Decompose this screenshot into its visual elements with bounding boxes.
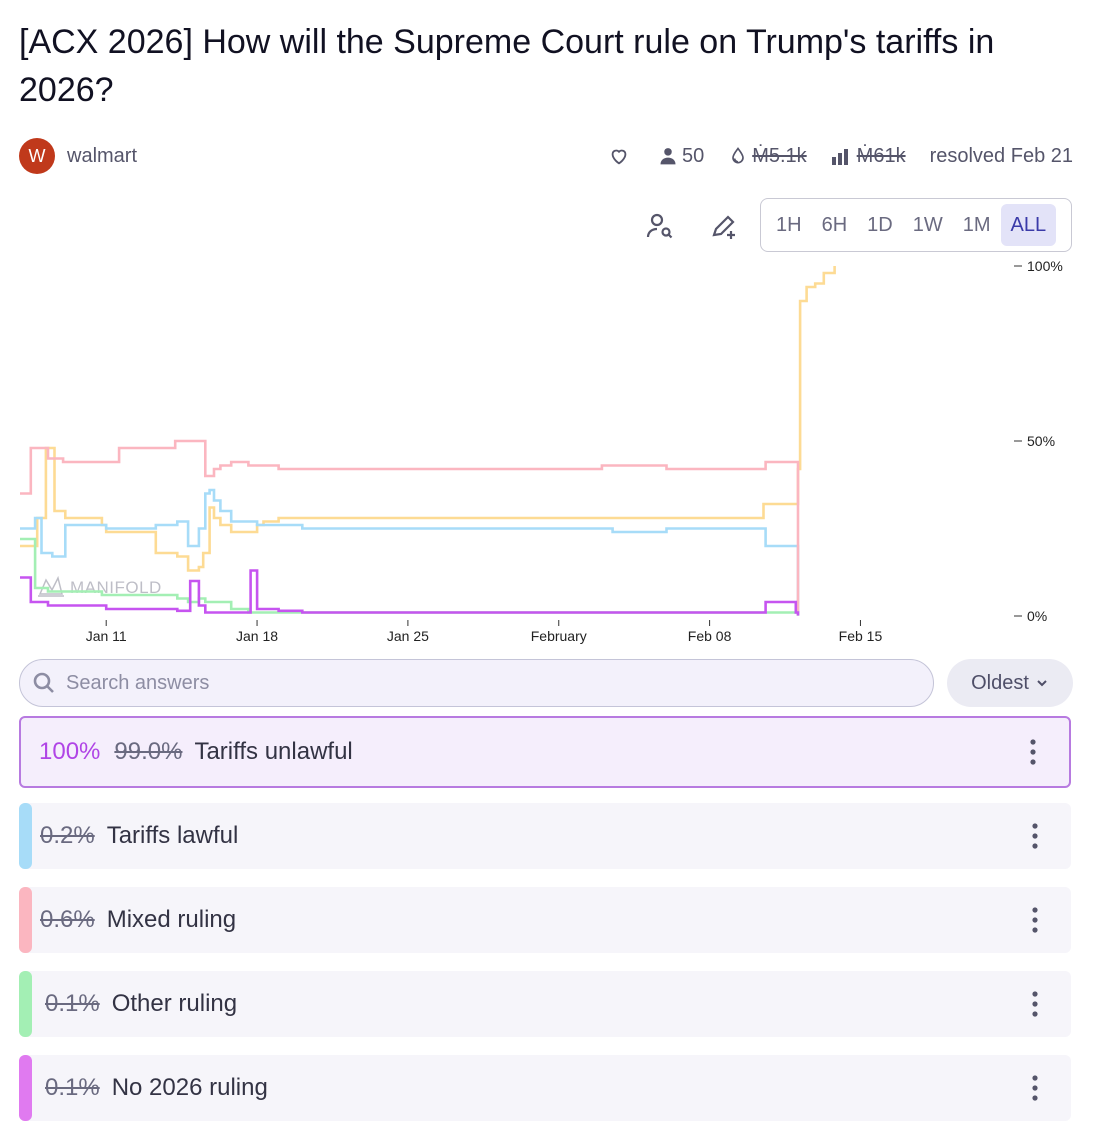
answer-menu-button[interactable] bbox=[1025, 821, 1045, 851]
like-button[interactable] bbox=[608, 145, 634, 167]
answer-color-bar bbox=[19, 887, 32, 953]
y-axis: 100% 50% 0% bbox=[1014, 258, 1063, 624]
series-line-tariffs-lawful bbox=[20, 488, 800, 616]
user-search-icon bbox=[646, 213, 673, 239]
volume-value: Ṁ61k bbox=[856, 144, 906, 167]
add-annotation-button[interactable] bbox=[704, 206, 744, 246]
y-tick-label: 50% bbox=[1027, 433, 1055, 449]
search-icon bbox=[33, 672, 54, 693]
range-6h-button[interactable]: 6H bbox=[821, 213, 848, 236]
heart-icon bbox=[611, 149, 627, 165]
droplet-icon bbox=[732, 147, 745, 164]
pencil-plus-icon bbox=[712, 215, 735, 239]
answer-row[interactable]: 0.6% Mixed ruling bbox=[19, 887, 1071, 953]
x-tick-label: February bbox=[531, 628, 587, 644]
range-1m-button[interactable]: 1M bbox=[962, 213, 991, 236]
answer-row[interactable]: 100% 99.0% Tariffs unlawful bbox=[19, 716, 1071, 788]
answer-label: Tariffs unlawful bbox=[194, 738, 353, 765]
x-tick-label: Jan 18 bbox=[236, 628, 278, 644]
user-icon bbox=[660, 148, 676, 165]
chevron-down-icon bbox=[1037, 680, 1047, 687]
traders-count[interactable]: 50 bbox=[658, 145, 704, 168]
answer-row[interactable]: 0.2% Tariffs lawful bbox=[19, 803, 1071, 869]
manifold-logo-icon bbox=[38, 575, 64, 597]
answer-color-bar bbox=[19, 803, 32, 869]
kebab-icon bbox=[1032, 991, 1038, 1017]
x-axis: Jan 11 Jan 18 Jan 25 February Feb 08 Feb 15 bbox=[86, 620, 883, 644]
answer-previous-probability: 99.0% bbox=[114, 738, 183, 765]
kebab-icon bbox=[1032, 823, 1038, 849]
sort-label: Oldest bbox=[971, 671, 1029, 694]
x-tick-label: Feb 08 bbox=[688, 628, 732, 644]
probability-chart[interactable]: MANIFOLD Jan 11 Jan 18 Jan 25 February Feb 0… bbox=[0, 254, 1106, 650]
answer-menu-button[interactable] bbox=[1025, 989, 1045, 1019]
range-1w-button[interactable]: 1W bbox=[912, 213, 943, 236]
series-line-mixed-ruling bbox=[20, 439, 800, 614]
avatar[interactable]: W bbox=[19, 138, 55, 174]
liquidity-stat[interactable]: Ṁ5.1k bbox=[728, 144, 807, 168]
y-tick-label: 0% bbox=[1027, 608, 1047, 624]
market-meta-row: W walmart 50 Ṁ5.1k Ṁ61k resolved Feb 21 bbox=[19, 138, 1073, 174]
answer-color-bar bbox=[19, 1055, 32, 1121]
range-1d-button[interactable]: 1D bbox=[867, 213, 893, 236]
answer-menu-button[interactable] bbox=[1023, 737, 1043, 767]
kebab-icon bbox=[1032, 1075, 1038, 1101]
traders-value: 50 bbox=[681, 144, 705, 167]
answer-row[interactable]: 0.1% No 2026 ruling bbox=[19, 1055, 1071, 1121]
search-bar[interactable] bbox=[19, 659, 934, 707]
question-title: [ACX 2026] How will the Supreme Court ru… bbox=[19, 23, 995, 109]
market-stats: 50 Ṁ5.1k Ṁ61k resolved Feb 21 bbox=[584, 145, 1073, 168]
answer-menu-button[interactable] bbox=[1025, 1073, 1045, 1103]
answer-row[interactable]: 0.1% Other ruling bbox=[19, 971, 1071, 1037]
series-line-tariffs-unlawful bbox=[20, 266, 836, 572]
x-tick-label: Jan 11 bbox=[86, 628, 127, 644]
time-range-selector: 1H 6H 1D 1W 1M ALL bbox=[760, 198, 1072, 252]
x-tick-label: Jan 25 bbox=[387, 628, 429, 644]
x-tick-label: Feb 15 bbox=[839, 628, 883, 644]
answer-previous-probability: 0.1% bbox=[45, 1074, 100, 1101]
answer-previous-probability: 0.1% bbox=[45, 990, 100, 1017]
answer-previous-probability: 0.6% bbox=[40, 906, 95, 933]
answer-color-bar bbox=[19, 971, 32, 1037]
kebab-icon bbox=[1032, 907, 1038, 933]
answer-probability: 100% bbox=[39, 738, 101, 765]
answer-label: No 2026 ruling bbox=[111, 1074, 268, 1101]
answer-label: Mixed ruling bbox=[106, 906, 237, 933]
range-all-button[interactable]: ALL bbox=[1000, 204, 1057, 246]
volume-stat[interactable]: Ṁ61k bbox=[831, 145, 906, 168]
kebab-icon bbox=[1030, 739, 1036, 765]
answer-label: Tariffs lawful bbox=[106, 822, 239, 849]
answer-menu-button[interactable] bbox=[1025, 905, 1045, 935]
bar-chart-icon bbox=[831, 149, 848, 165]
answer-label: Other ruling bbox=[111, 990, 238, 1017]
chart-tools bbox=[640, 198, 768, 254]
liquidity-value: Ṁ5.1k bbox=[752, 144, 807, 167]
answer-previous-probability: 0.2% bbox=[40, 822, 95, 849]
sort-dropdown[interactable]: Oldest bbox=[947, 659, 1073, 707]
view-user-button[interactable] bbox=[640, 206, 680, 246]
series-layer bbox=[20, 266, 836, 616]
series-line-no-2026-ruling bbox=[20, 569, 800, 616]
creator-name[interactable]: walmart bbox=[67, 144, 138, 167]
search-input[interactable] bbox=[64, 670, 933, 696]
y-tick-label: 100% bbox=[1027, 258, 1063, 274]
resolution-status: resolved Feb 21 bbox=[929, 144, 1073, 167]
range-1h-button[interactable]: 1H bbox=[776, 213, 802, 236]
